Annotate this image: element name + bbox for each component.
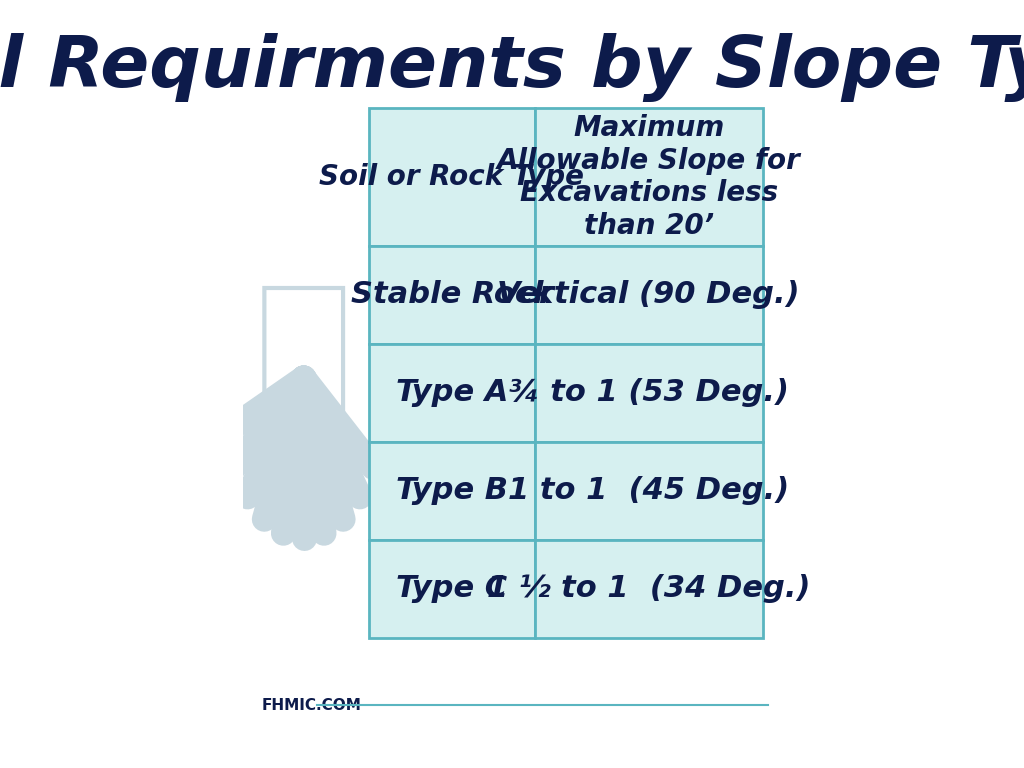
- Bar: [535, 442, 763, 540]
- Bar: [370, 246, 535, 344]
- Text: Stable Rock: Stable Rock: [351, 280, 553, 310]
- Text: FHMIC.COM: FHMIC.COM: [262, 697, 361, 713]
- Text: Vertical (90 Deg.): Vertical (90 Deg.): [498, 280, 800, 310]
- Text: Maximum
Allowable Slope for
Excavations less
than 20’: Maximum Allowable Slope for Excavations …: [497, 114, 801, 240]
- Text: Soil Requirments by Slope Type: Soil Requirments by Slope Type: [0, 34, 1024, 102]
- Bar: [535, 246, 763, 344]
- Text: 1 to 1  (45 Deg.): 1 to 1 (45 Deg.): [508, 476, 790, 505]
- Bar: [535, 540, 763, 638]
- Bar: [370, 540, 535, 638]
- Text: Type B: Type B: [396, 476, 508, 505]
- Bar: [535, 108, 763, 246]
- Text: Type C: Type C: [396, 574, 508, 604]
- Bar: [370, 344, 535, 442]
- Text: Soil or Rock Type: Soil or Rock Type: [319, 163, 585, 191]
- Text: 1 ½ to 1  (34 Deg.): 1 ½ to 1 (34 Deg.): [487, 574, 810, 604]
- Bar: [370, 442, 535, 540]
- Text: Type A: Type A: [395, 379, 508, 407]
- Bar: [535, 344, 763, 442]
- Bar: [370, 108, 535, 246]
- Text: ¾ to 1 (53 Deg.): ¾ to 1 (53 Deg.): [508, 379, 790, 407]
